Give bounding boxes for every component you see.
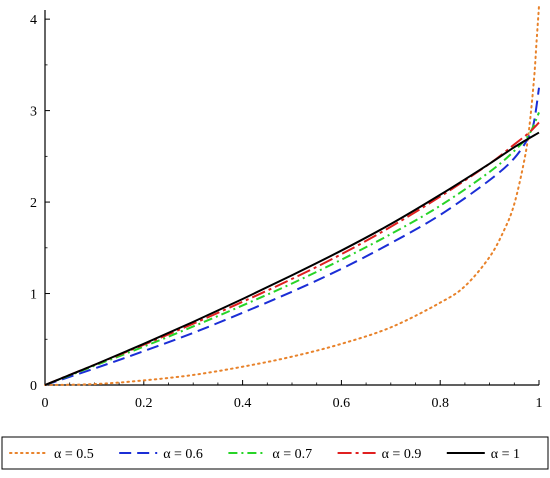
series-layer	[44, 5, 540, 386]
y-tick-label: 0	[30, 379, 37, 394]
axes-layer: 0 0.2 0.4 0.6 0.8 1 0 1 2 3 4	[30, 10, 543, 411]
x-tick-label: 1	[536, 396, 543, 411]
legend-label-1: α = 0.6	[163, 447, 203, 462]
legend-label-4: α = 1	[491, 447, 520, 462]
legend-label-2: α = 0.7	[272, 447, 312, 462]
legend-label-0: α = 0.5	[54, 447, 94, 462]
x-tick-label: 0	[42, 396, 49, 411]
series-line-1	[44, 87, 540, 386]
x-tick-label: 0.6	[333, 396, 351, 411]
y-tick-label: 2	[30, 196, 37, 211]
y-tick-label: 4	[30, 13, 37, 28]
legend-label-3: α = 0.9	[382, 447, 422, 462]
y-tick-label: 3	[30, 105, 37, 120]
series-line-3	[44, 121, 540, 386]
series-line-2	[44, 112, 540, 386]
x-tick-label: 0.2	[135, 396, 153, 411]
x-tick-label: 0.4	[234, 396, 252, 411]
legend: α = 0.5 α = 0.6 α = 0.7 α = 0.9 α = 1	[1, 436, 549, 470]
x-tick-label: 0.8	[431, 396, 449, 411]
series-line-4	[44, 131, 540, 386]
series-line-0	[44, 5, 540, 386]
y-tick-label: 1	[30, 288, 37, 303]
